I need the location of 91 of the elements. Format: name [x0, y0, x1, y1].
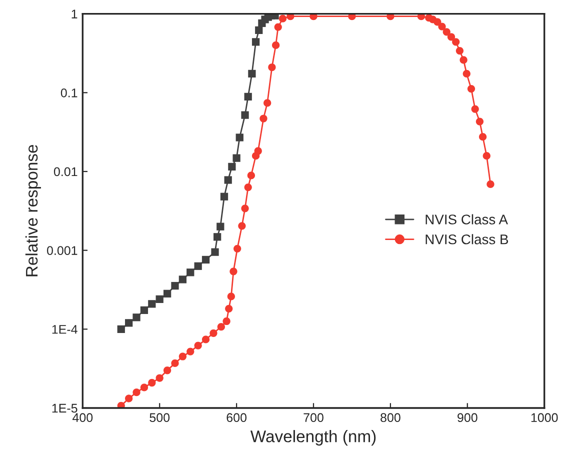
point: [274, 23, 282, 31]
x-tick-label: 600: [226, 413, 246, 422]
point: [264, 99, 272, 107]
point: [125, 319, 133, 327]
point: [260, 114, 268, 122]
legend-label: NVIS Class B: [426, 234, 508, 244]
point: [255, 26, 263, 34]
x-tick-label: 500: [150, 413, 170, 422]
point: [467, 84, 476, 93]
point: [211, 248, 219, 256]
point: [132, 388, 140, 396]
point: [241, 111, 249, 119]
point: [272, 41, 280, 50]
point: [224, 176, 232, 184]
point: [132, 314, 140, 322]
point: [442, 28, 450, 36]
point: [178, 352, 187, 360]
point: [140, 306, 148, 314]
x-tick-label: 900: [458, 413, 478, 422]
point: [278, 14, 287, 22]
point: [471, 105, 479, 113]
point: [252, 38, 260, 46]
point: [286, 14, 294, 20]
point: [186, 348, 194, 356]
point: [271, 14, 279, 20]
point: [156, 374, 164, 382]
point: [482, 152, 490, 160]
point: [247, 172, 255, 180]
point: [254, 147, 262, 155]
y-tick-label: 0.001: [47, 246, 78, 255]
point: [230, 268, 238, 276]
point: [163, 366, 172, 374]
point: [348, 14, 356, 20]
point: [238, 222, 246, 230]
point: [244, 183, 252, 192]
point: [125, 394, 133, 402]
point: [186, 268, 194, 276]
point: [438, 22, 446, 30]
point: [232, 154, 240, 162]
point: [248, 70, 256, 78]
point: [148, 378, 156, 387]
point: [222, 317, 230, 326]
point: [234, 244, 242, 252]
point: [452, 38, 460, 46]
point: [194, 262, 202, 270]
point: [456, 46, 464, 55]
point: [241, 204, 249, 212]
point: [386, 14, 394, 20]
legend-label: NVIS Class A: [426, 214, 508, 224]
y-tick-label: 1: [72, 10, 78, 18]
point: [202, 256, 210, 264]
point: [216, 222, 224, 230]
y-axis-title: Relative response: [25, 144, 41, 276]
x-tick-label: 700: [304, 413, 324, 422]
point: [202, 336, 210, 344]
y-tick-label: 0.01: [54, 167, 78, 176]
x-tick-label: 400: [72, 413, 93, 422]
point: [210, 329, 218, 337]
point: [194, 342, 202, 350]
point: [217, 323, 225, 331]
point: [156, 295, 164, 303]
point: [140, 384, 148, 392]
x-tick-label: 800: [380, 413, 400, 422]
point: [476, 118, 484, 126]
point: [117, 325, 125, 333]
point: [310, 14, 318, 20]
point: [213, 233, 222, 241]
point: [171, 282, 179, 290]
x-tick-label: 1000: [531, 413, 558, 422]
point: [148, 300, 156, 308]
point: [228, 162, 236, 171]
point: [171, 359, 179, 368]
point: [486, 180, 494, 188]
point: [163, 290, 172, 298]
point: [220, 192, 228, 200]
point: [462, 70, 470, 78]
point: [236, 134, 244, 142]
y-tick-label: 0.1: [60, 88, 78, 98]
point: [268, 63, 276, 72]
point: [478, 133, 487, 141]
point: [460, 56, 468, 64]
point: [225, 304, 233, 312]
point: [417, 14, 426, 20]
point: [178, 276, 187, 284]
point: [227, 292, 235, 300]
point: [447, 33, 456, 41]
x-axis-title: Wavelength (nm): [250, 430, 376, 446]
point: [434, 18, 442, 26]
y-tick-label: 1E-5: [52, 404, 78, 413]
point: [244, 92, 252, 100]
y-tick-label: 1E-4: [52, 325, 78, 334]
